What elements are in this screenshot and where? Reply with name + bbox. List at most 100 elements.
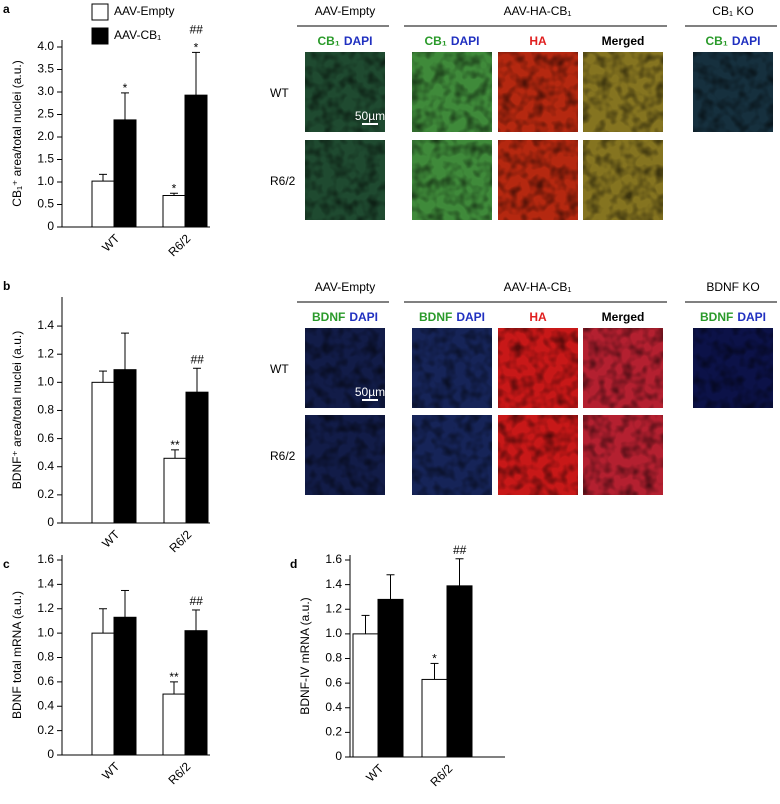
panel-label: a bbox=[3, 2, 10, 16]
y-axis-label: BDNF-IV mRNA (a.u.) bbox=[298, 597, 312, 714]
column-label-part: Merged bbox=[602, 34, 645, 48]
column-label-part: BDNF bbox=[419, 310, 452, 324]
y-tick-label: 1.0 bbox=[37, 625, 54, 639]
column-label-part: BDNF bbox=[312, 310, 345, 324]
y-tick-label: 2.5 bbox=[37, 107, 54, 121]
y-tick-label: 3.0 bbox=[37, 84, 54, 98]
y-tick-label: 0 bbox=[47, 219, 54, 233]
y-tick-label: 1.0 bbox=[37, 375, 54, 389]
bar bbox=[91, 632, 115, 756]
micrograph-texture bbox=[305, 52, 385, 132]
micrograph-texture bbox=[498, 415, 578, 495]
column-label-part: DAPI bbox=[456, 310, 485, 324]
scale-bar-label: 50µm bbox=[355, 385, 385, 399]
column-label: HA bbox=[529, 310, 547, 324]
y-axis-label: BDNF⁺ area/total nuclei (a.u.) bbox=[10, 331, 24, 489]
micrograph-texture bbox=[498, 52, 578, 132]
group-header: CB₁ KO bbox=[712, 4, 753, 18]
significance: ** bbox=[170, 438, 180, 452]
bar bbox=[421, 678, 448, 758]
x-tick-label: R6/2 bbox=[166, 231, 194, 259]
x-tick-label: WT bbox=[99, 759, 123, 783]
significance: ** bbox=[169, 670, 179, 684]
micrograph-texture bbox=[693, 328, 773, 408]
micrograph-texture bbox=[583, 52, 663, 132]
significance: ## bbox=[189, 594, 203, 608]
bar bbox=[184, 630, 208, 756]
y-tick-label: 0.2 bbox=[37, 723, 54, 737]
y-tick-label: 0 bbox=[47, 747, 54, 761]
x-tick-label: R6/2 bbox=[167, 527, 195, 555]
column-label-part: BDNF bbox=[700, 310, 733, 324]
significance: ## bbox=[453, 543, 467, 557]
legend-label: AAV-CB₁ bbox=[114, 28, 161, 42]
bar bbox=[91, 180, 115, 228]
y-tick-label: 0.5 bbox=[37, 197, 54, 211]
column-label-part: DAPI bbox=[451, 34, 480, 48]
group-header: AAV-Empty bbox=[315, 280, 375, 294]
y-tick-label: 0.2 bbox=[37, 487, 54, 501]
group-header: BDNF KO bbox=[706, 280, 759, 294]
legend-swatch bbox=[91, 3, 109, 21]
panel-label: b bbox=[3, 279, 10, 293]
bar bbox=[113, 369, 137, 524]
significance: * bbox=[123, 81, 128, 95]
significance: * bbox=[432, 652, 437, 666]
significance: * bbox=[194, 41, 199, 55]
column-label-part: CB₁ bbox=[318, 34, 340, 48]
micrograph-texture bbox=[498, 140, 578, 220]
micrograph-texture bbox=[305, 140, 385, 220]
column-label-part: DAPI bbox=[737, 310, 766, 324]
x-tick-label: R6/2 bbox=[166, 759, 194, 787]
micrograph-texture bbox=[412, 415, 492, 495]
column-label-part: CB₁ bbox=[425, 34, 447, 48]
column-label-part: Merged bbox=[602, 310, 645, 324]
y-tick-label: 0.6 bbox=[325, 675, 342, 689]
y-tick-label: 0.8 bbox=[37, 403, 54, 417]
y-axis-label: BDNF total mRNA (a.u.) bbox=[10, 591, 24, 719]
micrograph-texture bbox=[583, 415, 663, 495]
y-tick-label: 2.0 bbox=[37, 129, 54, 143]
group-header: AAV-Empty bbox=[315, 4, 375, 18]
x-tick-label: WT bbox=[99, 527, 123, 551]
legend-swatch bbox=[91, 27, 109, 45]
column-label-part: DAPI bbox=[732, 34, 761, 48]
column-label-part: CB₁ bbox=[706, 34, 728, 48]
bar bbox=[185, 391, 209, 524]
bar bbox=[184, 94, 208, 228]
column-label: Merged bbox=[602, 310, 645, 324]
y-tick-label: 1.6 bbox=[37, 552, 54, 566]
significance: * bbox=[172, 181, 177, 195]
micrograph-texture bbox=[693, 52, 773, 132]
y-tick-label: 0.4 bbox=[325, 700, 342, 714]
micrograph-texture bbox=[412, 52, 492, 132]
row-label: WT bbox=[270, 86, 289, 100]
x-tick-label: R6/2 bbox=[428, 761, 456, 789]
micrograph-texture bbox=[498, 328, 578, 408]
micrograph-texture bbox=[412, 328, 492, 408]
micrograph-texture bbox=[305, 328, 385, 408]
y-tick-label: 0.8 bbox=[37, 650, 54, 664]
column-label-part: DAPI bbox=[349, 310, 378, 324]
row-label: R6/2 bbox=[270, 174, 296, 188]
column-label: CB₁ DAPI bbox=[425, 34, 480, 48]
y-tick-label: 0.8 bbox=[325, 651, 342, 665]
column-label: CB₁ DAPI bbox=[318, 34, 373, 48]
bar bbox=[163, 457, 187, 524]
micrograph-texture bbox=[305, 415, 385, 495]
scale-bar-label: 50µm bbox=[355, 109, 385, 123]
column-label-part: DAPI bbox=[344, 34, 373, 48]
y-tick-label: 1.2 bbox=[325, 601, 342, 615]
column-label: BDNF DAPI bbox=[312, 310, 378, 324]
bar bbox=[162, 195, 186, 228]
y-tick-label: 0.6 bbox=[37, 431, 54, 445]
bar bbox=[113, 616, 137, 756]
micrograph-texture bbox=[583, 328, 663, 408]
column-label: BDNF DAPI bbox=[700, 310, 766, 324]
y-tick-label: 1.2 bbox=[37, 601, 54, 615]
group-header: AAV-HA-CB₁ bbox=[504, 4, 572, 18]
micrograph-texture bbox=[412, 140, 492, 220]
column-label-part: HA bbox=[529, 34, 547, 48]
bar bbox=[446, 585, 473, 758]
column-label: CB₁ DAPI bbox=[706, 34, 761, 48]
